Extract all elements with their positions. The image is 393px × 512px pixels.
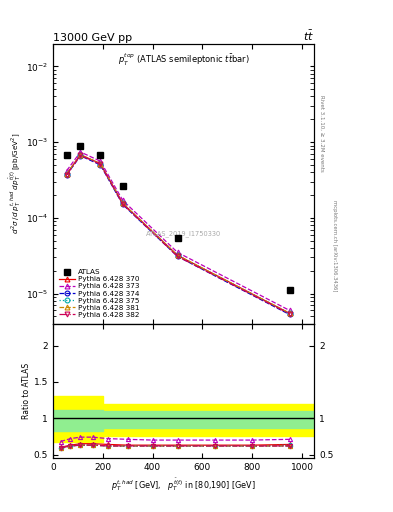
Y-axis label: Ratio to ATLAS: Ratio to ATLAS [22, 363, 31, 419]
Pythia 6.428 375 [78, 152, 83, 158]
Pythia 6.428 382 [175, 253, 180, 260]
Pythia 6.428 382 [120, 201, 125, 207]
Text: 13000 GeV pp: 13000 GeV pp [53, 33, 132, 42]
Pythia 6.428 375 [120, 200, 125, 206]
ATLAS [78, 142, 83, 148]
Pythia 6.428 381 [120, 200, 125, 206]
Line: Pythia 6.428 374: Pythia 6.428 374 [64, 153, 292, 317]
Pythia 6.428 373 [287, 307, 292, 313]
Pythia 6.428 382 [64, 172, 69, 178]
Text: $t\bar{t}$: $t\bar{t}$ [303, 29, 314, 42]
ATLAS [64, 152, 69, 158]
Pythia 6.428 382 [78, 152, 83, 158]
Text: $p_T^{top}$ (ATLAS semileptonic $t\bar{t}$bar): $p_T^{top}$ (ATLAS semileptonic $t\bar{t… [118, 52, 250, 68]
ATLAS [120, 183, 125, 189]
X-axis label: $p_T^{t,had}$ [GeV],   $p_T^{\bar{t}(t)}$ in [80,190] [GeV]: $p_T^{t,had}$ [GeV], $p_T^{\bar{t}(t)}$ … [111, 476, 256, 493]
Pythia 6.428 381 [98, 161, 103, 167]
Pythia 6.428 370 [78, 152, 83, 158]
Text: Rivet 3.1.10, ≥ 3.2M events: Rivet 3.1.10, ≥ 3.2M events [319, 95, 324, 172]
Pythia 6.428 374 [98, 162, 103, 168]
Pythia 6.428 381 [64, 171, 69, 177]
Pythia 6.428 373 [98, 158, 103, 164]
Pythia 6.428 370 [120, 200, 125, 206]
Pythia 6.428 370 [64, 171, 69, 177]
Pythia 6.428 373 [64, 167, 69, 174]
Line: ATLAS: ATLAS [64, 142, 293, 293]
Text: ATLAS_2019_I1750330: ATLAS_2019_I1750330 [146, 230, 221, 237]
Legend: ATLAS, Pythia 6.428 370, Pythia 6.428 373, Pythia 6.428 374, Pythia 6.428 375, P: ATLAS, Pythia 6.428 370, Pythia 6.428 37… [57, 267, 141, 320]
Pythia 6.428 375 [287, 310, 292, 316]
Line: Pythia 6.428 370: Pythia 6.428 370 [64, 153, 292, 316]
Pythia 6.428 382 [287, 311, 292, 317]
Pythia 6.428 370 [175, 252, 180, 259]
ATLAS [287, 287, 292, 293]
Pythia 6.428 374 [120, 201, 125, 207]
ATLAS [175, 234, 180, 241]
Pythia 6.428 374 [287, 311, 292, 317]
Pythia 6.428 382 [98, 161, 103, 167]
Pythia 6.428 381 [175, 252, 180, 259]
Line: Pythia 6.428 373: Pythia 6.428 373 [64, 150, 292, 313]
ATLAS [98, 152, 103, 158]
Pythia 6.428 373 [78, 149, 83, 155]
Pythia 6.428 375 [64, 171, 69, 177]
Line: Pythia 6.428 381: Pythia 6.428 381 [64, 153, 292, 316]
Pythia 6.428 374 [78, 153, 83, 159]
Pythia 6.428 370 [98, 161, 103, 167]
Pythia 6.428 375 [175, 252, 180, 259]
Text: mcplots.cern.ch [arXiv:1306.3436]: mcplots.cern.ch [arXiv:1306.3436] [332, 200, 337, 291]
Y-axis label: $d^{2}\sigma\,/\,d\,p_T^{t,had}\,d\,p_T^{\bar{t}(t)}\,[\mathrm{pb/GeV}^2]$: $d^{2}\sigma\,/\,d\,p_T^{t,had}\,d\,p_T^… [8, 133, 23, 234]
Pythia 6.428 381 [287, 310, 292, 316]
Pythia 6.428 381 [78, 152, 83, 158]
Pythia 6.428 374 [64, 172, 69, 178]
Line: Pythia 6.428 375: Pythia 6.428 375 [64, 153, 292, 316]
Pythia 6.428 370 [287, 310, 292, 316]
Pythia 6.428 373 [175, 249, 180, 255]
Pythia 6.428 373 [120, 197, 125, 203]
Pythia 6.428 375 [98, 161, 103, 167]
Pythia 6.428 374 [175, 253, 180, 260]
Line: Pythia 6.428 382: Pythia 6.428 382 [64, 153, 292, 316]
